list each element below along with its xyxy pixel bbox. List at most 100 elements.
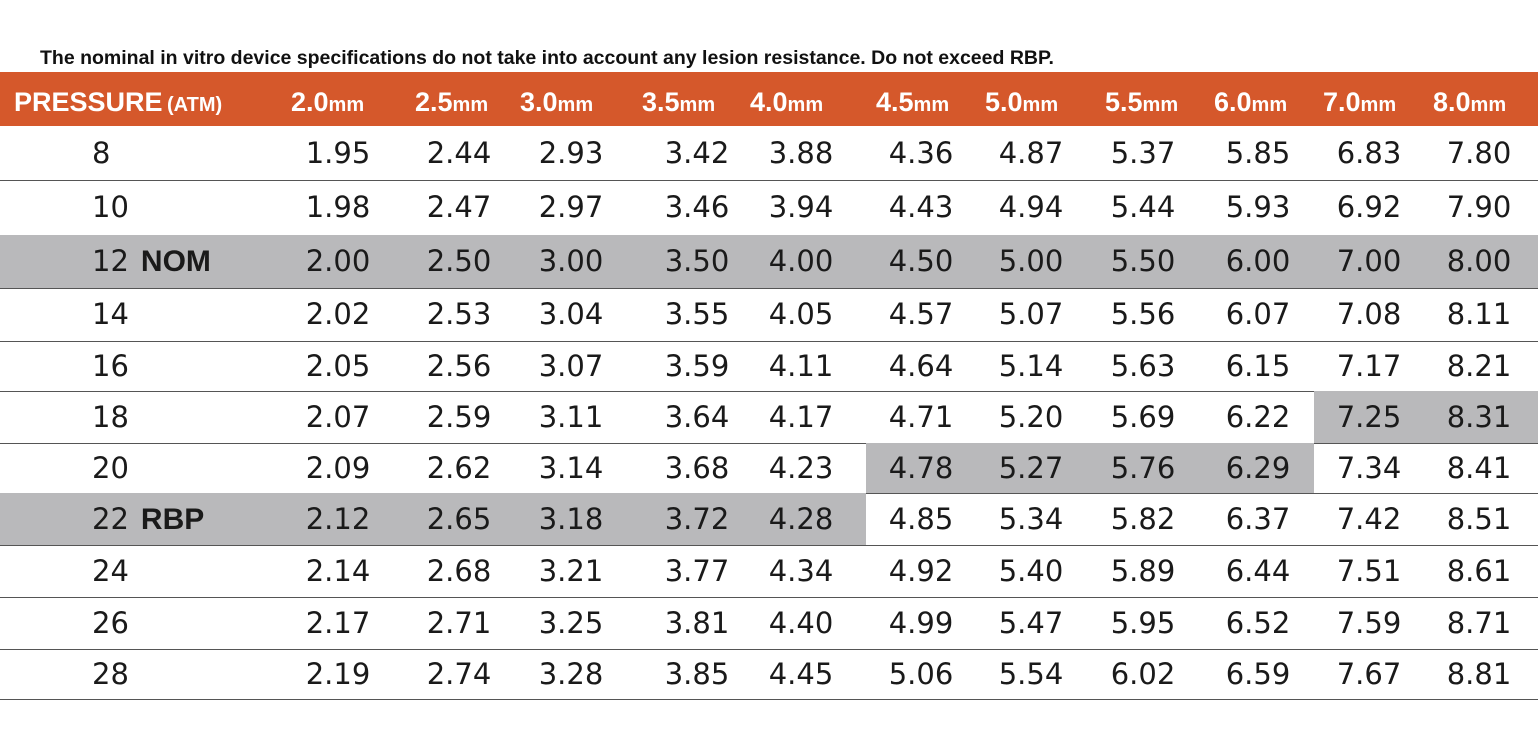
pressure-tag-rbp: RBP [140,503,205,536]
row-divider [0,341,1538,342]
highlight-band [400,493,515,545]
column-header-size: 3.5 [642,87,680,117]
diameter-value-cell: 6.15 [1225,349,1291,383]
diameter-value-cell: 4.57 [888,297,954,331]
table-row: 16 2.05 2.56 3.07 3.59 4.11 4.64 5.14 5.63 6.15 7.… [0,341,1538,391]
highlight-band [0,493,275,545]
diameter-value-cell: 3.28 [538,657,604,691]
diameter-value-cell: 8.21 [1446,349,1512,383]
diameter-value-cell: 3.00 [538,244,604,278]
column-header-5-0mm: 5.0mm [985,72,1058,126]
diameter-value-cell: 3.18 [538,502,604,536]
diameter-value-cell: 3.81 [664,606,730,640]
diameter-value-cell: 5.93 [1225,190,1291,224]
column-header-unit: mm [1470,94,1507,116]
diameter-value-cell: 5.20 [998,400,1064,434]
column-header-3-0mm: 3.0mm [520,72,593,126]
diameter-value-cell: 2.62 [426,451,492,485]
diameter-value-cell: 4.50 [888,244,954,278]
pressure-cell: 26 [92,597,129,649]
table-row: 20 2.09 2.62 3.14 3.68 4.23 4.78 5.27 5.76 6.29 7.… [0,443,1538,493]
diameter-value-cell: 2.71 [426,606,492,640]
pressure-value: 28 [92,657,129,691]
pressure-column-header: PRESSURE (ATM) [14,72,222,126]
diameter-value-cell: 5.69 [1110,400,1176,434]
diameter-value-cell: 2.44 [426,136,492,170]
diameter-value-cell: 3.42 [664,136,730,170]
highlight-band [1426,391,1538,443]
column-header-unit: mm [328,94,365,116]
table-header: PRESSURE (ATM) 2.0mm 2.5mm 3.0mm 3.5mm 4.0mm… [0,72,1538,126]
pressure-value: 18 [92,400,129,434]
diameter-value-cell: 7.67 [1336,657,1402,691]
pressure-cell: 28 [92,649,129,699]
diameter-value-cell: 7.80 [1446,136,1512,170]
column-header-unit: mm [1142,94,1179,116]
highlight-band [1200,443,1314,493]
diameter-value-cell: 2.56 [426,349,492,383]
diameter-value-cell: 5.27 [998,451,1064,485]
column-header-size: 5.0 [985,87,1023,117]
diameter-value-cell: 3.14 [538,451,604,485]
diameter-value-cell: 4.64 [888,349,954,383]
column-header-4-0mm: 4.0mm [750,72,823,126]
column-header-2-0mm: 2.0mm [291,72,364,126]
pressure-label: PRESSURE [14,87,163,117]
column-header-size: 7.0 [1323,87,1361,117]
diameter-value-cell: 6.22 [1225,400,1291,434]
table-row: 18 2.07 2.59 3.11 3.64 4.17 4.71 5.20 5.69 6.22 7.… [0,391,1538,443]
diameter-value-cell: 4.45 [768,657,834,691]
table-row: 10 1.98 2.47 2.97 3.46 3.94 4.43 4.94 5.44 5.93 6.… [0,180,1538,235]
diameter-value-cell: 3.88 [768,136,834,170]
column-header-size: 2.0 [291,87,329,117]
diameter-value-cell: 4.92 [888,554,954,588]
diameter-value-cell: 8.51 [1446,502,1512,536]
diameter-value-cell: 7.51 [1336,554,1402,588]
diameter-value-cell: 5.54 [998,657,1064,691]
diameter-value-cell: 6.59 [1225,657,1291,691]
diameter-value-cell: 3.77 [664,554,730,588]
diameter-value-cell: 5.00 [998,244,1064,278]
diameter-value-cell: 4.17 [768,400,834,434]
diameter-value-cell: 4.43 [888,190,954,224]
pressure-cell: 24 [92,545,129,597]
diameter-value-cell: 2.59 [426,400,492,434]
diameter-value-cell: 3.25 [538,606,604,640]
column-header-size: 5.5 [1105,87,1143,117]
diameter-value-cell: 6.00 [1225,244,1291,278]
column-header-size: 6.0 [1214,87,1252,117]
highlight-band [515,493,630,545]
diameter-value-cell: 4.99 [888,606,954,640]
highlight-band [275,493,400,545]
pressure-cell: 22 RBP [92,493,204,545]
diameter-value-cell: 3.68 [664,451,730,485]
diameter-value-cell: 2.09 [305,451,371,485]
diameter-value-cell: 3.50 [664,244,730,278]
diameter-value-cell: 2.17 [305,606,371,640]
column-header-unit: mm [679,94,716,116]
pressure-value: 10 [92,190,129,224]
diameter-value-cell: 7.17 [1336,349,1402,383]
diameter-value-cell: 4.23 [768,451,834,485]
diameter-value-cell: 4.71 [888,400,954,434]
column-header-unit: mm [1022,94,1059,116]
row-divider [0,649,1538,650]
diameter-value-cell: 5.34 [998,502,1064,536]
diameter-value-cell: 2.97 [538,190,604,224]
diameter-value-cell: 3.46 [664,190,730,224]
diameter-value-cell: 7.00 [1336,244,1402,278]
table-row: 26 2.17 2.71 3.25 3.81 4.40 4.99 5.47 5.95 6.52 7.… [0,597,1538,649]
pressure-value: 8 [92,136,111,170]
diameter-value-cell: 5.95 [1110,606,1176,640]
column-header-size: 2.5 [415,87,453,117]
diameter-value-cell: 5.76 [1110,451,1176,485]
diameter-value-cell: 2.19 [305,657,371,691]
column-header-size: 8.0 [1433,87,1471,117]
pressure-value: 16 [92,349,129,383]
diameter-value-cell: 6.83 [1336,136,1402,170]
pressure-cell: 12 NOM [92,235,211,288]
diameter-value-cell: 4.87 [998,136,1064,170]
diameter-value-cell: 6.52 [1225,606,1291,640]
column-header-4-5mm: 4.5mm [876,72,949,126]
diameter-value-cell: 5.82 [1110,502,1176,536]
